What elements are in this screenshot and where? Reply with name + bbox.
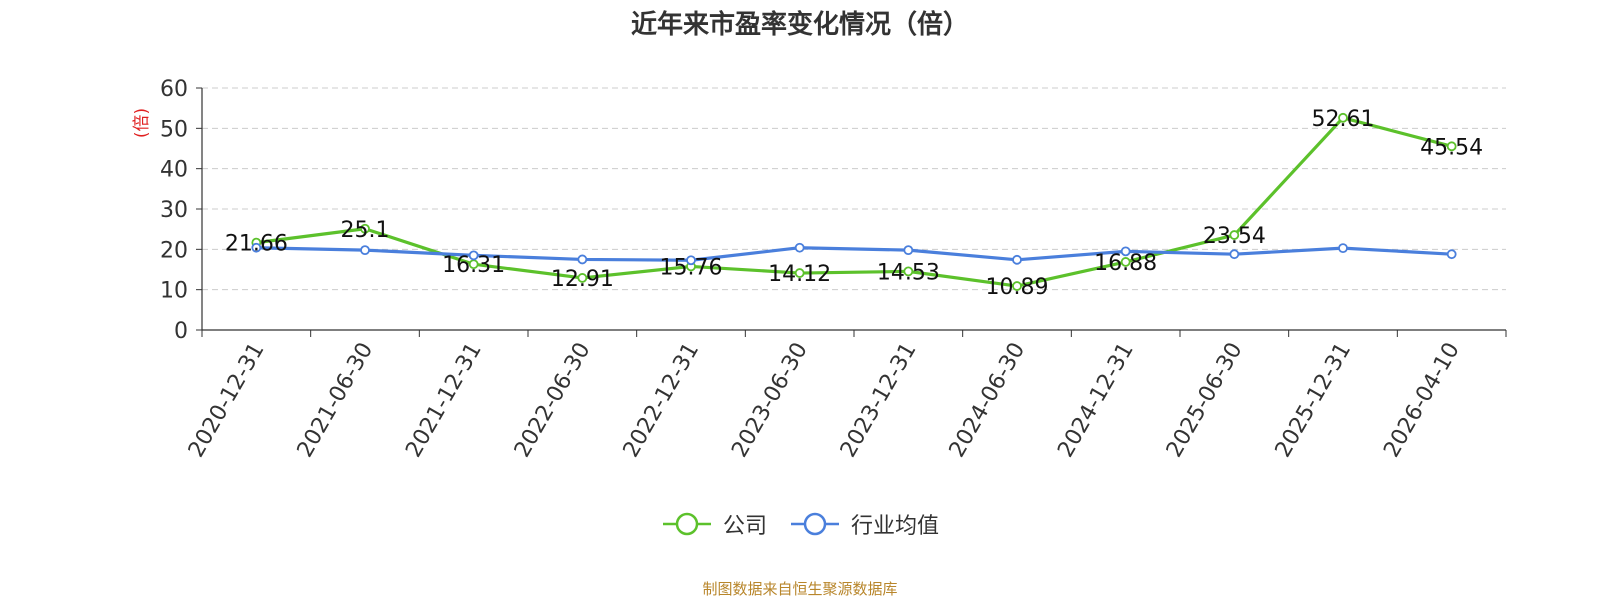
x-tick-label: 2022-12-31	[619, 339, 705, 462]
x-tick-label: 2025-12-31	[1271, 339, 1357, 462]
y-tick-label: 20	[160, 238, 188, 263]
data-point	[1338, 112, 1348, 123]
data-label: 15.76	[660, 255, 723, 280]
legend-item[interactable]: 公司	[661, 508, 767, 540]
legend: 公司 行业均值	[0, 508, 1600, 540]
x-tick-label: 2022-06-30	[510, 339, 596, 462]
data-point	[1446, 141, 1457, 152]
legend-label: 行业均值	[851, 514, 940, 539]
x-tick-label: 2021-12-31	[401, 339, 487, 462]
data-label: 45.54	[1420, 135, 1483, 160]
data-point	[360, 223, 370, 234]
data-point	[577, 273, 588, 283]
data-point	[1229, 230, 1240, 240]
x-tick-label: 2025-06-30	[1162, 339, 1248, 462]
data-point	[468, 250, 479, 261]
data-point	[1120, 246, 1131, 257]
data-label: 25.1	[341, 218, 390, 243]
x-tick-label: 2020-12-31	[184, 339, 270, 462]
data-point	[1120, 257, 1131, 267]
y-axis-label: (倍)	[132, 108, 152, 138]
data-point	[1338, 243, 1348, 254]
y-tick-label: 60	[160, 77, 188, 102]
data-point	[577, 254, 588, 265]
data-label: 16.88	[1094, 251, 1157, 276]
y-tick-label: 10	[160, 279, 188, 304]
legend-item[interactable]: 行业均值	[789, 508, 939, 540]
data-point	[686, 255, 696, 266]
x-tick-label: 2024-06-30	[945, 339, 1031, 462]
x-tick-label: 2023-12-31	[836, 339, 922, 462]
series-line	[256, 116, 1453, 288]
data-labels: 21.66 25.1 16.31 12.91 15.76 14.12 14.53 10.89 1…	[225, 107, 1483, 300]
x-tick-label: 2024-12-31	[1053, 339, 1139, 462]
data-point	[1012, 254, 1022, 265]
y-tick-label: 50	[160, 117, 188, 142]
x-tick-label: 2023-06-30	[727, 339, 813, 462]
data-point	[251, 242, 262, 253]
data-label: 14.53	[877, 260, 940, 285]
y-tick-label: 0	[174, 319, 188, 344]
legend-line-marker-icon	[791, 512, 839, 536]
data-point	[903, 245, 914, 256]
y-tick-label: 30	[160, 198, 188, 223]
data-label: 52.61	[1312, 107, 1375, 132]
data-label: 14.12	[768, 262, 831, 287]
data-label: 21.66	[225, 232, 288, 257]
data-point	[1229, 249, 1240, 260]
legend-label: 公司	[722, 514, 767, 539]
legend-line-marker-icon	[662, 512, 711, 536]
chart-title: 近年来市盈率变化情况（倍）	[630, 10, 969, 40]
source-note: 制图数据来自恒生聚源数据库	[702, 580, 898, 598]
data-point	[1012, 281, 1022, 291]
data-label: 12.91	[551, 267, 614, 292]
data-label: 10.89	[986, 275, 1049, 300]
series-line	[256, 246, 1452, 262]
data-point	[360, 245, 370, 256]
data-point	[1446, 249, 1457, 260]
data-point	[794, 242, 805, 253]
y-tick-label: 40	[160, 158, 188, 183]
data-point	[903, 266, 914, 277]
grid-lines	[202, 87, 1506, 291]
x-tick-label: 2021-06-30	[293, 339, 379, 462]
data-point	[794, 268, 805, 278]
data-label: 16.31	[442, 253, 505, 278]
series-lines	[251, 112, 1457, 291]
x-tick-label: 2026-04-10	[1379, 339, 1465, 462]
data-label: 23.54	[1203, 224, 1266, 249]
